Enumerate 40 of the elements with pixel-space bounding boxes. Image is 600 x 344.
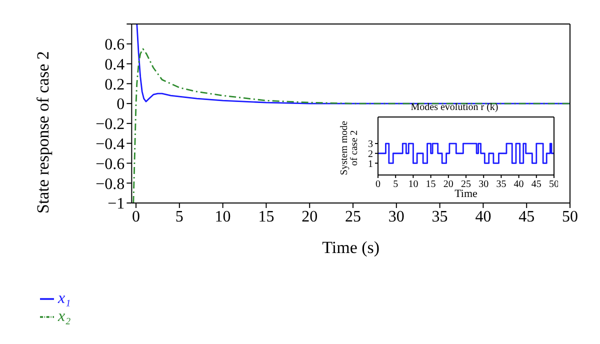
x-tick-label: 5 [393,179,398,190]
x-tick-label: 40 [475,208,492,226]
x-tick-label: 10 [214,208,231,226]
y-axis-title: System mode of case 2 [339,120,360,178]
x-tick-label: 45 [518,208,535,226]
x-tick-label: 5 [175,208,184,226]
x-tick-label: 30 [388,208,404,226]
x-tick-label: 0 [132,208,140,226]
y-tick-label: −0.8 [96,176,125,193]
x-tick-label: 15 [258,208,274,226]
x-tick-label: 15 [426,179,436,190]
legend-label: x₂ [58,308,71,325]
x-tick-label: 40 [514,179,524,190]
chart-title: Modes evolution r (k) [410,102,500,113]
x-tick-label: 0 [376,179,380,190]
y-tick-label: 3 [368,139,373,150]
x-tick-label: 10 [408,179,418,190]
y-tick-label: 2 [368,148,373,160]
x-tick-label: 50 [562,208,578,226]
x-tick-label: 25 [345,208,362,226]
y-tick-label: 0.6 [104,36,125,54]
x-tick-label: 20 [443,179,454,190]
y-tick-label: −0.2 [96,116,125,134]
y-tick-label: −0.4 [96,136,125,154]
x-tick-label: 45 [531,179,542,190]
y-axis-title: State response of case 2 [34,51,53,214]
y-tick-label: 0 [116,96,125,114]
y-tick-label: 0.2 [104,76,125,94]
x-tick-label: 25 [461,179,471,190]
y-tick-label: −1 [108,196,125,213]
x-axis-title: Time (s) [322,238,380,257]
x-tick-label: 20 [302,208,318,226]
x-tick-label: 35 [432,208,448,226]
y-tick-label: 1 [368,158,373,170]
y-tick-label: 0.4 [104,56,125,74]
x-axis-title: Time [454,188,478,200]
legend-label: x₁ [58,290,71,307]
x-tick-label: 35 [496,179,506,190]
x-tick-label: 30 [478,179,489,190]
y-tick-label: −0.6 [96,156,125,173]
